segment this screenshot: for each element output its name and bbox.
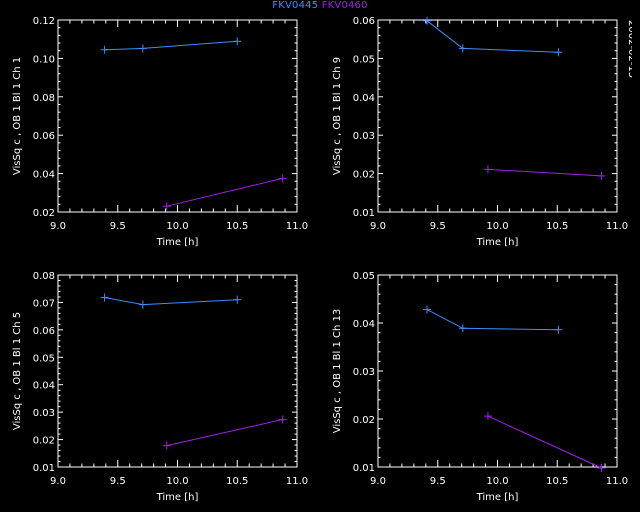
data-point	[597, 463, 606, 472]
plot-frame	[57, 274, 298, 468]
x-axis-label: Time [h]	[156, 237, 199, 248]
y-tick-label: 0.03	[33, 408, 55, 419]
y-tick-label: 0.08	[33, 271, 55, 282]
y-tick-label: 0.12	[33, 16, 55, 27]
series-line-fkv0445	[104, 297, 238, 306]
y-tick-label: 0.04	[33, 170, 55, 181]
data-point	[458, 324, 467, 333]
y-tick-label: 0.06	[33, 326, 55, 337]
x-tick-label: 11.0	[286, 221, 308, 232]
series-line-fkv0445	[104, 40, 238, 51]
panel-4: 0.01 0.02 0.03 0.04 0.05 9.0 9.5 10.0 10.5 11.0 Ti…	[332, 271, 628, 503]
x-tick-label: 11.0	[606, 476, 628, 487]
panel-1: 0.02 0.04 0.06 0.08 0.10 0.12 9.0 9.5 10.0 10.5 11…	[12, 16, 308, 248]
data-point	[162, 441, 171, 450]
data-point	[233, 37, 242, 46]
y-tick-label: 0.04	[353, 93, 375, 104]
data-point	[138, 300, 147, 309]
y-tick-label: 0.01	[353, 463, 375, 474]
x-tick-label: 11.0	[286, 476, 308, 487]
data-point	[278, 415, 287, 424]
data-point	[597, 171, 606, 180]
x-tick-label: 10.0	[166, 476, 188, 487]
y-tick-label: 0.02	[353, 170, 375, 181]
x-axis-label: Time [h]	[476, 492, 519, 503]
data-point	[422, 16, 431, 25]
data-point	[278, 174, 287, 183]
series-line-fkv0445	[426, 309, 559, 331]
data-point	[483, 412, 492, 421]
date-text: 2002-02-15	[626, 20, 632, 78]
data-point	[100, 293, 109, 302]
x-axis-label: Time [h]	[156, 492, 199, 503]
x-tick-label: 10.5	[226, 221, 248, 232]
series-line-fkv0460	[487, 168, 602, 177]
panel-2: 0.01 0.02 0.03 0.04 0.05 0.06 9.0 9.5 10.0 10.5 11…	[332, 16, 628, 248]
x-tick-label: 9.5	[110, 221, 126, 232]
panel-3: 0.01 0.02 0.03 0.04 0.05 0.06 0.07 0.08 9.0 9.5 10…	[12, 271, 308, 503]
y-tick-label: 0.02	[353, 415, 375, 426]
data-point	[162, 202, 171, 211]
x-tick-label: 10.5	[546, 476, 568, 487]
data-point	[422, 305, 431, 314]
y-axis-label: VisSq c , OB 1 Bl 1 Ch 9	[332, 57, 343, 175]
y-tick-label: 0.03	[353, 367, 375, 378]
series-line-fkv0460	[166, 177, 283, 207]
series-line-fkv0460	[166, 419, 283, 447]
data-point	[100, 45, 109, 54]
y-tick-label: 0.04	[33, 381, 55, 392]
y-tick-label: 0.08	[33, 93, 55, 104]
x-tick-label: 11.0	[606, 221, 628, 232]
y-axis-label: VisSq c , OB 1 Bl 1 Ch 13	[332, 309, 343, 434]
x-tick-label: 9.0	[370, 476, 386, 487]
legend-entry-fkv0460: FKV0460	[321, 0, 368, 11]
x-tick-label: 9.0	[50, 476, 66, 487]
x-tick-label: 10.5	[226, 476, 248, 487]
x-tick-label: 9.0	[50, 221, 66, 232]
y-tick-label: 0.05	[33, 353, 55, 364]
data-point	[554, 48, 563, 57]
x-tick-label: 9.5	[430, 476, 446, 487]
y-axis-label: VisSq c , OB 1 Bl 1 Ch 5	[12, 312, 23, 430]
plot-frame	[377, 274, 618, 468]
date-label: 2002-02-15	[626, 20, 632, 78]
x-tick-label: 9.5	[110, 476, 126, 487]
data-point	[458, 44, 467, 53]
y-tick-label: 0.05	[353, 54, 375, 65]
x-axis-label: Time [h]	[476, 237, 519, 248]
data-point	[138, 44, 147, 53]
legend: FKV0445 FKV0460	[0, 0, 640, 12]
plot-frame	[377, 19, 618, 213]
y-tick-label: 0.03	[353, 131, 375, 142]
y-tick-label: 0.06	[353, 16, 375, 27]
y-tick-label: 0.06	[33, 131, 55, 142]
y-tick-label: 0.04	[353, 319, 375, 330]
data-point	[554, 325, 563, 334]
legend-entry-fkv0445: FKV0445	[272, 0, 319, 11]
y-tick-label: 0.10	[33, 54, 55, 65]
y-tick-label: 0.02	[33, 208, 55, 219]
y-tick-label: 0.01	[33, 463, 55, 474]
series-line-fkv0460	[487, 415, 602, 469]
y-tick-label: 0.05	[353, 271, 375, 282]
x-tick-label: 10.0	[486, 221, 508, 232]
x-tick-label: 10.5	[546, 221, 568, 232]
x-tick-label: 9.0	[370, 221, 386, 232]
x-tick-label: 9.5	[430, 221, 446, 232]
y-tick-label: 0.02	[33, 436, 55, 447]
y-axis-label: VisSq c , OB 1 Bl 1 Ch 1	[12, 57, 23, 175]
data-point	[483, 165, 492, 174]
series-line-fkv0445	[426, 20, 559, 53]
y-tick-label: 0.01	[353, 208, 375, 219]
y-tick-label: 0.07	[33, 298, 55, 309]
data-point	[233, 295, 242, 304]
x-tick-label: 10.0	[486, 476, 508, 487]
x-tick-label: 10.0	[166, 221, 188, 232]
